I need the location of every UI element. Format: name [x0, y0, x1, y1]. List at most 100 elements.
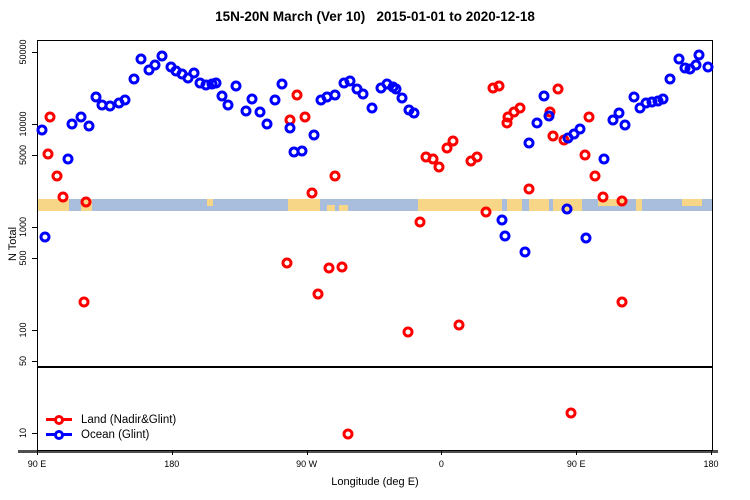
ocean-data-point	[269, 94, 281, 106]
y-tick-label: 50	[18, 355, 28, 366]
land-data-point	[51, 170, 63, 182]
ocean-data-point	[673, 53, 685, 65]
land-data-point	[493, 80, 505, 92]
legend-item-ocean: Ocean (Glint)	[46, 427, 176, 442]
y-tick-mark	[32, 360, 37, 362]
ocean-data-point	[210, 77, 222, 89]
ocean-data-point	[261, 118, 273, 130]
ocean-data-point	[574, 123, 586, 135]
ocean-data-point	[693, 49, 705, 61]
land-data-point	[342, 428, 354, 440]
y-tick-label: 5000	[18, 144, 28, 165]
ocean-data-point	[308, 129, 320, 141]
ocean-data-point	[357, 88, 369, 100]
x-tick-mark	[441, 450, 443, 455]
ocean-data-point	[188, 67, 200, 79]
ocean-marker-icon	[54, 429, 64, 440]
ocean-data-point	[390, 83, 402, 95]
land-data-point	[616, 296, 628, 308]
ocean-data-point	[619, 119, 631, 131]
ocean-data-point	[523, 137, 535, 149]
x-axis-line	[18, 450, 718, 453]
ocean-data-point	[543, 110, 555, 122]
land-data-point	[44, 111, 56, 123]
land-data-point	[402, 326, 414, 338]
land-data-point	[306, 187, 318, 199]
land-data-point	[323, 262, 335, 274]
x-tick-label: 90 E	[27, 459, 47, 469]
y-tick-label: 100	[18, 322, 28, 338]
land-data-point	[579, 149, 591, 161]
ocean-data-point	[519, 246, 531, 258]
map-band-land-segment	[339, 204, 349, 212]
ocean-data-point	[156, 50, 168, 62]
x-tick-mark	[37, 450, 38, 455]
ocean-data-point	[396, 92, 408, 104]
map-band-land-segment	[207, 199, 214, 206]
x-tick-label: 180	[164, 459, 180, 469]
y-tick-mark	[32, 329, 37, 331]
x-tick-mark	[171, 450, 173, 455]
land-data-point	[80, 196, 92, 208]
ocean-data-point	[657, 93, 669, 105]
y-tick-label: 1000	[18, 216, 28, 237]
map-band-land-segment	[506, 199, 522, 212]
map-band-land-segment	[682, 199, 702, 206]
land-data-point	[597, 191, 609, 203]
y-tick-mark	[32, 154, 37, 156]
land-data-point	[453, 319, 465, 331]
ocean-data-point	[499, 230, 511, 242]
land-data-point	[441, 142, 453, 154]
x-tick-label: 90 W	[296, 459, 318, 469]
map-band-land-segment	[529, 199, 549, 212]
land-marker-icon	[54, 414, 64, 425]
ocean-data-point	[284, 122, 296, 134]
land-data-point	[414, 216, 426, 228]
ocean-data-point	[628, 91, 640, 103]
ocean-data-point	[598, 153, 610, 165]
ocean-data-point	[329, 89, 341, 101]
land-data-point	[565, 407, 577, 419]
x-tick-label: 180	[703, 459, 719, 469]
y-tick-mark	[32, 257, 37, 259]
ocean-data-point	[344, 75, 356, 87]
ocean-data-point	[613, 107, 625, 119]
ocean-data-point	[39, 231, 51, 243]
legend-label-land: Land (Nadir&Glint)	[81, 413, 177, 426]
y-tick-label: 500	[18, 250, 28, 266]
chart-title: 15N-20N March (Ver 10) 2015-01-01 to 202…	[215, 9, 535, 24]
land-data-point	[433, 161, 445, 173]
legend-item-land: Land (Nadir&Glint)	[46, 412, 176, 427]
x-tick-mark	[711, 450, 712, 455]
ocean-data-point	[607, 114, 619, 126]
ocean-data-point	[222, 99, 234, 111]
land-series-symbol	[46, 414, 72, 425]
land-data-point	[78, 296, 90, 308]
land-data-point	[329, 170, 341, 182]
map-band-land-segment	[635, 199, 642, 212]
ocean-data-point	[83, 120, 95, 132]
ocean-data-point	[296, 145, 308, 157]
ocean-data-point	[276, 78, 288, 90]
y-tick-mark	[32, 226, 37, 228]
land-data-point	[589, 170, 601, 182]
ocean-data-point	[216, 90, 228, 102]
land-data-point	[471, 151, 483, 163]
map-band-land-segment	[598, 199, 626, 206]
ocean-data-point	[254, 106, 266, 118]
ocean-data-point	[690, 59, 702, 71]
land-data-point	[480, 206, 492, 218]
land-data-point	[291, 89, 303, 101]
legend: Land (Nadir&Glint) Ocean (Glint)	[46, 412, 176, 442]
land-data-point	[514, 102, 526, 114]
x-tick-label: 0	[438, 459, 444, 469]
land-data-point	[312, 288, 324, 300]
land-data-point	[616, 195, 628, 207]
land-data-point	[299, 111, 311, 123]
ocean-data-point	[75, 111, 87, 123]
ocean-data-point	[664, 73, 676, 85]
ocean-data-point	[66, 118, 78, 130]
ocean-data-point	[561, 203, 573, 215]
ocean-data-point	[36, 124, 48, 135]
